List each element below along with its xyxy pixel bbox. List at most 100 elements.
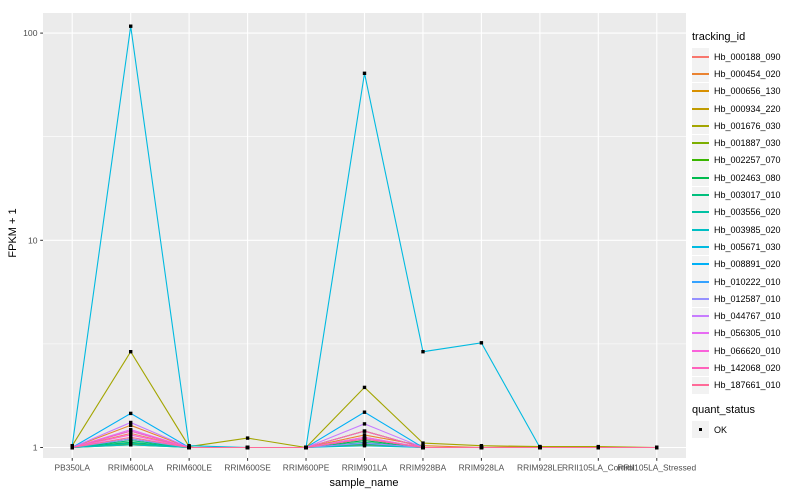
- legend-key-line-icon: [692, 65, 709, 83]
- y-tick-label: 10: [28, 235, 38, 245]
- legend-line-swatch: [692, 263, 709, 266]
- legend-entry-label: Hb_142068_020: [714, 362, 781, 373]
- legend-entry-Hb_001676_030: Hb_001676_030: [692, 117, 798, 135]
- data-point: [245, 445, 250, 450]
- legend-line-swatch: [692, 366, 709, 369]
- legend-line-swatch: [692, 332, 709, 335]
- legend-entry-label: Hb_000454_020: [714, 68, 781, 79]
- legend-entry-Hb_000454_020: Hb_000454_020: [692, 65, 798, 83]
- legend-entry-label: Hb_056305_010: [714, 328, 781, 339]
- legend-line-swatch: [692, 176, 709, 179]
- legend-line-swatch: [692, 280, 709, 283]
- legend-entry-Hb_142068_020: Hb_142068_020: [692, 359, 798, 377]
- data-point: [362, 71, 367, 75]
- legend-entry-label: Hb_008891_020: [714, 259, 781, 270]
- legend-line-swatch: [692, 124, 709, 127]
- data-point: [362, 441, 367, 445]
- legend-entry-Hb_003017_010: Hb_003017_010: [692, 186, 798, 204]
- legend-entry-Hb_066620_010: Hb_066620_010: [692, 342, 798, 360]
- legend-key-line-icon: [692, 221, 709, 239]
- legend-entry-Hb_000934_220: Hb_000934_220: [692, 100, 798, 118]
- data-point: [596, 445, 600, 450]
- data-point: [129, 443, 133, 447]
- legend-entry-Hb_005671_030: Hb_005671_030: [692, 238, 798, 256]
- legend-entry-Hb_010222_010: Hb_010222_010: [692, 273, 798, 290]
- legend-entry-label: Hb_002257_070: [714, 155, 781, 166]
- legend-key-line-icon: [692, 238, 709, 256]
- legend-key-line-icon: [692, 169, 709, 187]
- x-tick-label: RRIM600PE: [283, 463, 330, 473]
- legend-entry-quant-OK: OK: [692, 421, 798, 439]
- legend-title-tracking-id: tracking_id: [692, 31, 746, 43]
- data-point: [129, 423, 133, 427]
- legend-line-swatch: [692, 211, 709, 214]
- legend-key-line-icon: [692, 100, 709, 118]
- x-tick-label: RRIM928LA: [459, 463, 505, 473]
- legend-line-swatch: [692, 349, 709, 352]
- legend-entry-label: OK: [714, 424, 728, 435]
- x-tick-label: RRIM928LE: [517, 463, 563, 473]
- data-point: [362, 385, 367, 390]
- x-tick-label: RRIM600LE: [166, 463, 212, 473]
- data-point: [421, 441, 425, 445]
- data-point: [70, 444, 74, 448]
- legend-entry-Hb_002257_070: Hb_002257_070: [692, 151, 798, 169]
- data-point: [362, 444, 367, 448]
- legend-line-swatch: [692, 228, 709, 231]
- data-point: [362, 437, 367, 441]
- x-tick-label: RRII105LA_Control: [562, 463, 635, 473]
- data-point: [129, 435, 133, 439]
- data-point: [362, 433, 367, 437]
- legend-entries-quant-status: OK: [692, 421, 798, 439]
- data-point: [479, 445, 484, 450]
- legend-line-swatch: [692, 142, 709, 145]
- legend-key-line-icon: [692, 82, 709, 100]
- legend-entry-label: Hb_012587_010: [714, 293, 781, 304]
- legend-key-line-icon: [692, 359, 709, 377]
- x-tick-label: RRIM600LA: [108, 463, 154, 473]
- x-tick-label: RRIM600SE: [224, 463, 271, 473]
- legend-entry-Hb_001887_030: Hb_001887_030: [692, 134, 798, 152]
- x-tick-label: RRIM928BA: [400, 463, 447, 473]
- legend-line-swatch: [692, 107, 709, 110]
- data-point: [655, 445, 659, 450]
- legend-entry-label: Hb_187661_010: [714, 380, 781, 391]
- legend-entry-Hb_000656_130: Hb_000656_130: [692, 82, 798, 100]
- legend-line-swatch: [692, 90, 709, 93]
- legend-entry-Hb_003985_020: Hb_003985_020: [692, 221, 798, 239]
- data-point: [129, 411, 133, 416]
- legend-entry-label: Hb_002463_080: [714, 172, 781, 183]
- legend-entry-label: Hb_001887_030: [714, 138, 781, 149]
- legend-key-line-icon: [692, 324, 709, 342]
- legend-entry-Hb_003556_020: Hb_003556_020: [692, 203, 798, 221]
- legend-entry-label: Hb_044767_010: [714, 311, 781, 322]
- legend-entry-Hb_002463_080: Hb_002463_080: [692, 169, 798, 187]
- data-point: [479, 341, 484, 345]
- data-point: [129, 429, 133, 433]
- legend-line-swatch: [692, 297, 709, 300]
- legend-key-line-icon: [692, 203, 709, 221]
- legend-key-line-icon: [692, 290, 709, 308]
- data-point: [245, 436, 250, 440]
- legend-entry-label: Hb_003017_010: [714, 190, 781, 201]
- legend-key-line-icon: [692, 151, 709, 169]
- data-point: [362, 422, 367, 426]
- data-point: [129, 350, 133, 354]
- legend-key-line-icon: [692, 273, 709, 290]
- data-point: [187, 445, 191, 450]
- data-point: [421, 350, 425, 354]
- legend-key-line-icon: [692, 117, 709, 135]
- legend-entries-tracking-id: Hb_000188_090 Hb_000454_020 Hb_000656_130 H…: [692, 48, 798, 394]
- data-point: [538, 445, 542, 450]
- legend-line-swatch: [692, 55, 709, 58]
- data-point: [421, 445, 425, 450]
- y-tick-label: 1: [33, 443, 38, 453]
- data-point: [129, 441, 133, 445]
- legend-key-line-icon: [692, 342, 709, 360]
- legend-entry-label: Hb_000934_220: [714, 103, 781, 114]
- black-square-point-icon: [698, 427, 703, 432]
- data-point: [129, 24, 133, 28]
- legend-entry-label: Hb_003985_020: [714, 224, 781, 235]
